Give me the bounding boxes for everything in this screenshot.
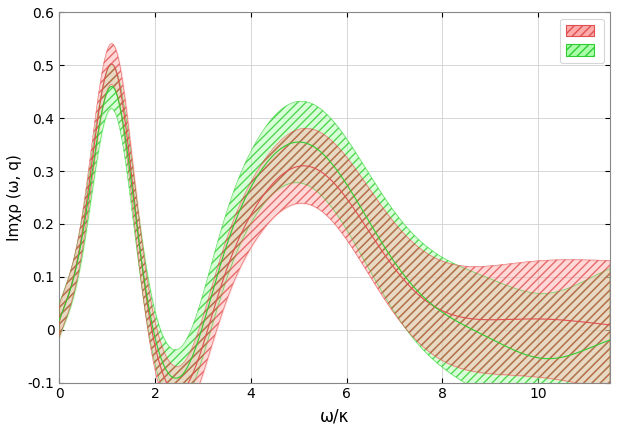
Y-axis label: Imχρ (ω, q): Imχρ (ω, q)	[7, 154, 22, 241]
Legend: , : ,	[560, 19, 604, 64]
X-axis label: ω/κ: ω/κ	[320, 407, 349, 425]
